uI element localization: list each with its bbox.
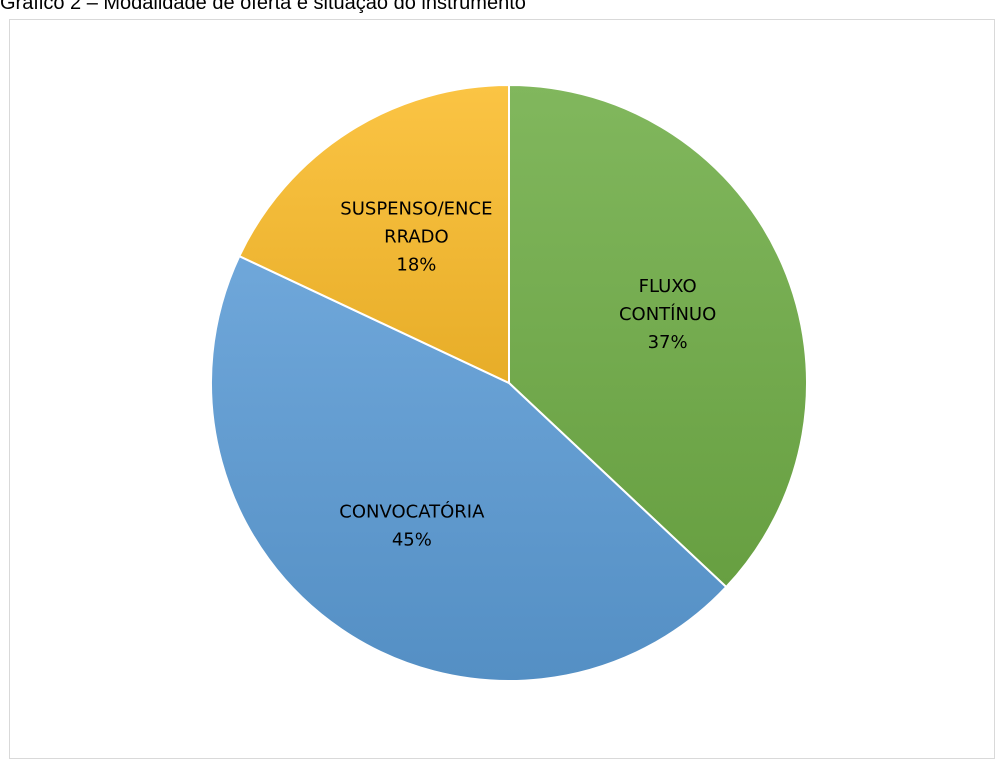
pie-category-label-fluxo-continuo: FLUXO	[639, 276, 697, 297]
figure-caption: Gráfico 2 – Modalidade de oferta e situa…	[0, 0, 526, 14]
pie-percent-label-convocatoria: 45%	[392, 529, 432, 550]
pie-category-label-convocatoria: CONVOCATÓRIA	[339, 500, 485, 522]
pie-category-label-fluxo-continuo: CONTÍNUO	[619, 303, 716, 325]
pie-percent-label-suspenso-encerrado: 18%	[396, 255, 436, 276]
pie-slice-fluxo-continuo	[508, 83, 808, 589]
pie-slice-convocatoria	[210, 254, 728, 682]
pie-labels: FLUXO CONTÍNUO 37% CONVOCATÓRIA 45% SUSPENSO/…	[339, 199, 716, 551]
pie-category-label-suspenso-encerrado: RRADO	[384, 227, 449, 248]
pie-slice-suspenso-encerrado	[238, 83, 510, 385]
pie-category-label-suspenso-encerrado: SUSPENSO/ENCE	[340, 199, 492, 220]
pie-percent-label-fluxo-continuo: 37%	[648, 332, 688, 353]
pie-slices	[210, 83, 808, 682]
